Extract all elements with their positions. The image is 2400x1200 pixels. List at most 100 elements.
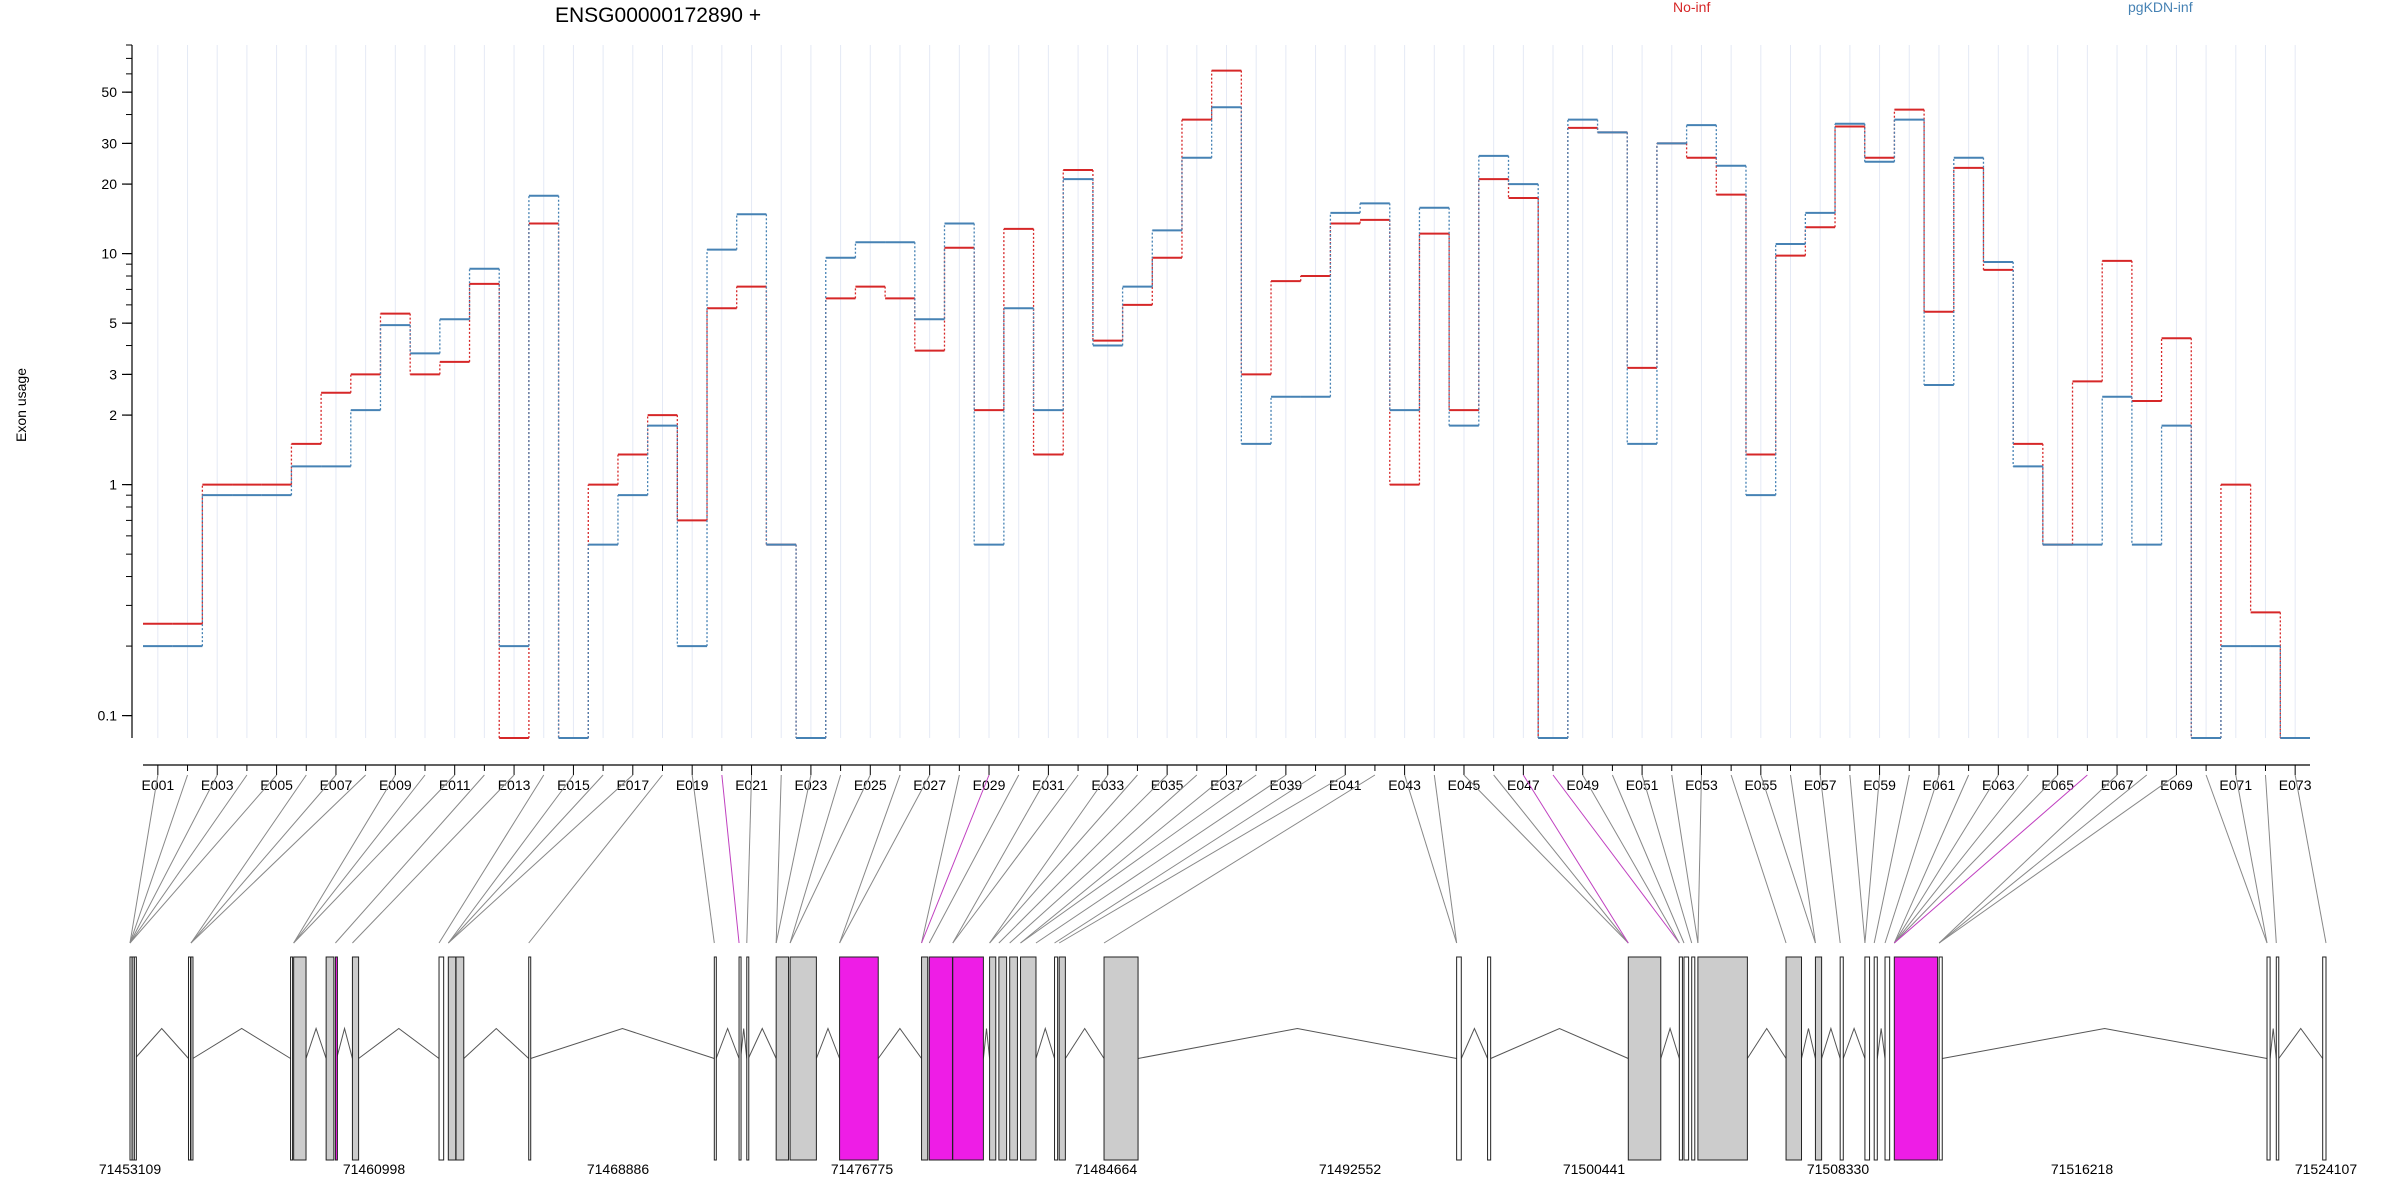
x-tick-label: E003 [201,777,234,793]
exon-connector [293,774,426,944]
exon-connector [129,774,277,944]
y-tick-label: 20 [101,176,117,192]
exon-box [1058,956,1066,1161]
exon-box [1456,956,1462,1161]
exon-connector [1938,774,2118,944]
y-axis: 0.1 1 2 3 5 10 20 30 50 [98,44,133,738]
exon-connector [1035,774,1287,944]
exon-box [1873,956,1878,1161]
exon-connector [1671,774,1699,944]
intron-line [1035,1026,1056,1059]
exon-connector [952,774,1079,944]
exon-box [989,956,997,1161]
exon-connector [1058,774,1346,944]
x-tick-label: E045 [1448,777,1481,793]
intron-line [530,1027,715,1059]
exon-connector [1404,774,1458,944]
x-tick-label: E039 [1270,777,1303,793]
genomic-axis: 71453109 71460998 71468886 71476775 71484664… [99,1161,2358,1177]
exon-connector [775,774,812,944]
exon-connector [2235,774,2268,944]
y-tick-label: 0.1 [98,708,118,724]
exon-box [2322,956,2327,1161]
exon-box [190,956,194,1161]
exon-connector [1884,774,1940,944]
exon-box [775,956,790,1161]
exon-connector [293,774,396,944]
exon-connector [447,774,604,944]
x-tick-label: E071 [2219,777,2252,793]
exon-box [528,956,532,1161]
intron-line [1137,1027,1457,1059]
exon-box [438,956,445,1161]
exon-connector [921,774,960,944]
x-tick-label: E059 [1863,777,1896,793]
x-tick-label: E005 [260,777,293,793]
exon-connector [839,774,931,944]
exon-connector [989,774,1138,944]
exon-box [1697,956,1748,1161]
y-tick-label: 2 [109,407,117,423]
exon-box [325,956,335,1161]
x-tick-label: E013 [498,777,531,793]
exon-connector [293,774,456,944]
x-tick-label: E009 [379,777,412,793]
exon-box [1487,956,1492,1161]
exon-box [1678,956,1683,1161]
x-tick-label: E041 [1329,777,1362,793]
exon-box [1814,956,1823,1161]
exon-connector [1552,774,1680,944]
exon-box [1938,956,1943,1161]
exon-box [746,956,750,1161]
intron-line [877,1027,922,1059]
x-tick-label: E033 [1091,777,1124,793]
exon-box [2275,956,2280,1161]
x-tick-label: E019 [676,777,709,793]
exon-box [921,956,929,1161]
exon-connector [447,774,574,944]
gridlines [157,45,2296,738]
x-tick-label: E057 [1804,777,1837,793]
x-tick-label: E011 [439,777,471,793]
genomic-tick-label: 71476775 [831,1161,894,1177]
intron-line [134,1027,189,1059]
exon-connector [746,774,753,944]
exon-box [928,956,953,1161]
exon-connector [190,774,307,944]
x-tick-label: E069 [2160,777,2193,793]
exon-box [1785,956,1803,1161]
exon-box [290,956,294,1161]
x-tick-label: E007 [320,777,353,793]
exon-connector [1582,774,1680,944]
exon-connector [2294,774,2327,944]
x-tick-label: E065 [2041,777,2074,793]
gene-model [129,956,2327,1161]
exon-connector [1020,774,1227,944]
y-tick-label: 30 [101,135,117,151]
exon-connector [1522,774,1629,944]
exon-connector [2205,774,2268,944]
exon-box [1893,956,1939,1161]
series-lines [143,69,2310,739]
exon-connector [129,774,218,944]
intron-line [2269,1028,2277,1059]
exon-connector [1938,774,2148,944]
exon-box [998,956,1008,1161]
intron-line [815,1027,841,1059]
exon-connector [352,774,515,944]
exon-connector [1819,774,1841,944]
x-tick-label: E051 [1626,777,1659,793]
genomic-tick-label: 71516218 [2051,1161,2114,1177]
exon-box [839,956,879,1161]
x-tick-label: E073 [2279,777,2312,793]
exon-connector [2264,774,2277,944]
intron-line [463,1027,530,1059]
exon-box [1103,956,1139,1161]
genomic-tick-label: 71484664 [1075,1161,1138,1177]
x-tick-label: E047 [1507,777,1540,793]
exon-connector [1493,774,1629,944]
intron-line [1490,1027,1629,1059]
x-tick-label: E017 [616,777,649,793]
genomic-tick-label: 71492552 [1319,1161,1382,1177]
